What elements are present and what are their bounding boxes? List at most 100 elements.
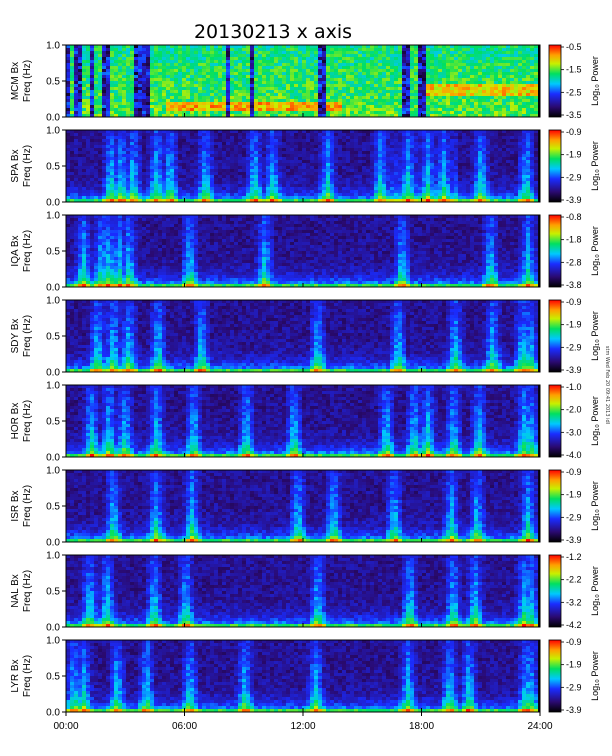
y-axis: 0.00.51.0 [46,296,66,379]
x-tick-label: 18:00 [409,721,434,732]
y-tick-label: 0.0 [46,113,60,124]
colorbar-gradient [549,470,561,542]
colorbar-tick-label: -3.5 [566,110,582,120]
colorbar-tick-label: -0.8 [566,212,582,222]
panel-spa: 0.00.51.0 SPA Bx Freq (Hz) -0.9 -1.9 -2.9 -3.9… [10,126,600,209]
colorbar-tick-label: -1.9 [566,150,582,160]
colorbar-tick-label: -2.8 [566,257,582,267]
y-tick-label: 0.5 [46,502,60,513]
side-note: stm Wed Feb 20 09:41 2013 idl [604,346,610,424]
colorbar-gradient [549,385,561,457]
colorbar-tick-label: -1.0 [566,382,582,392]
y-tick-label: 0.5 [46,77,60,88]
y-tick-label: 1.0 [46,551,60,562]
y-tick-label: 1.0 [46,296,60,307]
y-axis-label-unit: Freq (Hz) [22,60,33,102]
colorbar-gradient [549,555,561,627]
colorbar-label: Log₁₀ Power [590,651,600,701]
y-tick-label: 0.0 [46,538,60,549]
colorbar-tick-label: -2.9 [566,512,582,522]
y-tick-label: 0.5 [46,247,60,258]
y-tick-label: 0.5 [46,587,60,598]
colorbar-tick-label: -2.9 [566,172,582,182]
colorbar-gradient [549,300,561,372]
colorbar-tick-label: -3.9 [566,195,582,205]
spectrogram-heatmap [66,130,538,202]
y-axis-label-unit: Freq (Hz) [22,400,33,442]
colorbar-label: Log₁₀ Power [590,311,600,361]
spectrogram-heatmap [66,555,538,627]
y-tick-label: 0.0 [46,708,60,719]
colorbar-tick-label: -3.8 [566,280,582,290]
colorbar-gradient [549,130,561,202]
y-axis-label-station: SPA Bx [10,149,21,182]
y-tick-label: 0.0 [46,283,60,294]
colorbar-tick-label: -3.2 [566,597,582,607]
y-tick-label: 1.0 [46,126,60,137]
x-axis: 00:00 06:00 12:00 18:00 24:00 [53,712,552,732]
colorbar-tick-label: -4.2 [566,620,582,630]
colorbar-tick-label: -1.2 [566,552,582,562]
y-axis-label-station: ISR Bx [10,490,21,521]
colorbar: -0.9 -1.9 -2.9 -3.9 Log₁₀ Power [549,637,600,715]
colorbar-label: Log₁₀ Power [590,566,600,616]
spectrogram-heatmap [66,300,538,372]
colorbar-label: Log₁₀ Power [590,56,600,106]
colorbar: -1.2 -2.2 -3.2 -4.2 Log₁₀ Power [549,552,600,630]
x-tick-label: 24:00 [527,721,552,732]
y-axis-label-unit: Freq (Hz) [22,485,33,527]
y-axis-label-station: MCM Bx [10,62,21,100]
x-tick-label: 12:00 [290,721,315,732]
y-tick-label: 1.0 [46,636,60,647]
y-tick-label: 0.5 [46,417,60,428]
y-axis-label-unit: Freq (Hz) [22,145,33,187]
colorbar-tick-label: -0.9 [566,127,582,137]
spectrogram-heatmap [66,45,538,117]
colorbar: -0.8 -1.8 -2.8 -3.8 Log₁₀ Power [549,212,600,290]
y-axis: 0.0 0.5 1.0 [46,211,66,294]
colorbar-tick-label: -3.9 [566,705,582,715]
colorbar-tick-label: -4.0 [566,450,582,460]
colorbar-gradient [549,215,561,287]
colorbar-tick-label: -3.9 [566,535,582,545]
y-axis: 0.00.51.0 [46,466,66,549]
colorbar-tick-label: -2.9 [566,342,582,352]
chart-title: 20130213 x axis [194,21,352,43]
colorbar-tick-label: -2.0 [566,405,582,415]
y-axis-label-station: IQA Bx [10,235,21,266]
y-axis-label-unit: Freq (Hz) [22,570,33,612]
colorbar-label: Log₁₀ Power [590,226,600,276]
colorbar-tick-label: -1.9 [566,320,582,330]
y-tick-label: 1.0 [46,211,60,222]
colorbar-tick-label: -1.8 [566,235,582,245]
y-axis-label-station: HOR Bx [10,403,21,440]
colorbar-tick-label: -3.9 [566,365,582,375]
colorbar-tick-label: -1.9 [566,660,582,670]
y-axis: 0.0 0.5 1.0 [46,636,66,719]
y-axis: 0.00.51.0 [46,126,66,209]
colorbar-label: Log₁₀ Power [590,396,600,446]
y-axis: 0.00.51.0 [46,41,66,124]
colorbar-tick-label: -2.9 [566,682,582,692]
colorbar-tick-label: -2.2 [566,575,582,585]
x-tick-label: 06:00 [172,721,197,732]
spectrogram-heatmap [66,385,538,457]
spectrogram-heatmap [66,215,538,287]
colorbar-tick-label: -0.9 [566,637,582,647]
colorbar-tick-label: -0.9 [566,467,582,477]
y-tick-label: 0.5 [46,672,60,683]
colorbar-label: Log₁₀ Power [590,481,600,531]
y-axis-label-unit: Freq (Hz) [22,230,33,272]
colorbar-tick-label: -1.5 [566,65,582,75]
y-axis: 0.00.51.0 [46,381,66,464]
y-axis-label-unit: Freq (Hz) [22,315,33,357]
y-tick-label: 0.0 [46,198,60,209]
